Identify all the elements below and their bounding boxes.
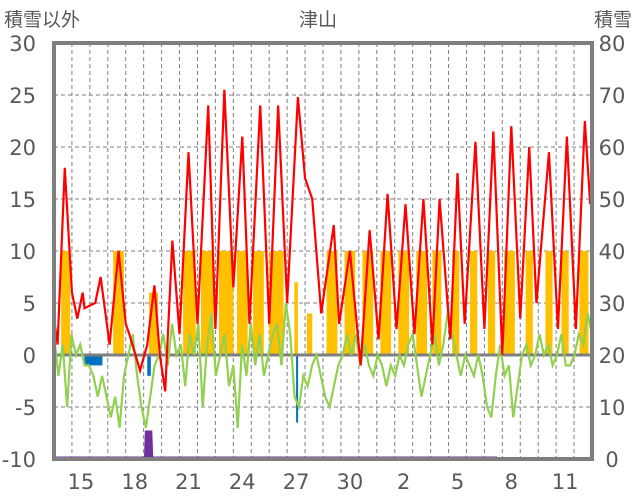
x-tick-label: 15 [68,470,95,494]
sunshine-bar [561,251,569,355]
chart-title: 津山 [299,9,337,31]
sunshine-bar [432,251,442,355]
x-tick-label: 24 [229,470,256,494]
right-tick-label: 70 [599,84,626,108]
right-tick-label: 40 [599,240,626,264]
right-tick-label: 60 [599,136,626,160]
left-tick-label: 25 [9,84,36,108]
green-series-line [52,302,594,429]
sunshine-bar [236,251,248,355]
left-axis-title: 積雪以外 [4,9,80,31]
red-series-line [52,89,592,392]
left-tick-label: 30 [9,32,36,56]
sunshine-bar [362,251,374,355]
left-tick-label: 15 [9,188,36,212]
left-tick-label: -5 [15,396,36,420]
sunshine-bar [344,251,356,355]
sunshine-bar [306,313,313,355]
sunshine-bar [487,251,496,355]
x-tick-label: 27 [283,470,310,494]
sunshine-bar [269,251,284,355]
right-tick-label: 0 [605,448,618,472]
sunshine-bar [416,251,428,355]
sunshine-bar [294,282,298,355]
sunshine-bar [218,251,234,355]
sunshine-bar [149,292,159,355]
right-tick-label: 10 [599,396,626,420]
sunshine-bar [545,251,553,355]
x-tick-label: 30 [337,470,364,494]
x-tick-label: 5 [451,470,464,494]
x-tick-label: 18 [121,470,148,494]
sunshine-bar [201,251,214,355]
precip-bar [296,355,299,423]
left-tick-label: 5 [23,292,36,316]
x-tick-label: 8 [505,470,518,494]
left-tick-label: 20 [9,136,36,160]
right-tick-label: 30 [599,292,626,316]
plot-frame [52,41,594,461]
x-tick-label: 2 [397,470,410,494]
sunshine-bar [504,251,515,355]
right-tick-label: 20 [599,344,626,368]
sunshine-bar [113,251,124,355]
x-tick-label: 11 [552,470,579,494]
precip-bar [84,355,103,366]
x-tick-label: 21 [175,470,202,494]
left-tick-label: -10 [2,448,36,472]
sunshine-bar [380,251,392,355]
left-tick-label: 10 [9,240,36,264]
sunshine-bar [326,251,338,355]
sunshine-bar [579,251,589,355]
precip-bar [147,355,151,376]
left-tick-label: 0 [23,344,36,368]
sunshine-bar [470,251,478,355]
sunshine-bar [525,251,533,355]
right-tick-label: 50 [599,188,626,212]
sunshine-bar [452,251,460,355]
sunshine-bar [253,251,264,355]
sunshine-bar [61,251,71,355]
sunshine-bar [398,251,410,355]
right-axis-title: 積雪 [594,9,632,31]
sunshine-bar [183,251,196,355]
right-tick-label: 80 [599,32,626,56]
